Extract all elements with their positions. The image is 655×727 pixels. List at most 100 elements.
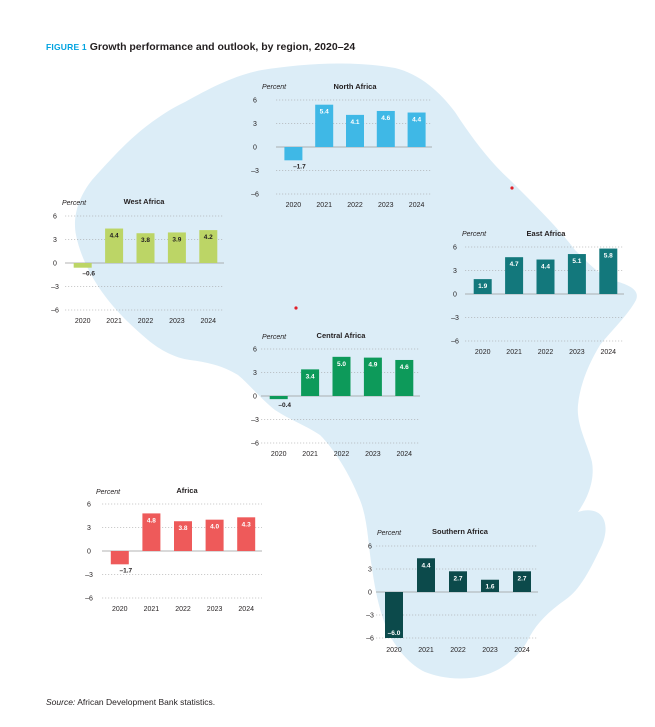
north-africa-bar-2023: [376, 110, 395, 147]
west-africa-xtick: 2021: [106, 318, 122, 325]
west-africa-bar-2024: [199, 230, 218, 263]
west-africa-xtick: 2024: [201, 318, 217, 325]
north-africa-xtick: 2024: [409, 202, 425, 209]
west-africa-xtick: 2022: [138, 318, 154, 325]
east-africa-xtick: 2021: [506, 349, 522, 356]
africa-value-label: 4.0: [210, 524, 219, 531]
north-africa-bar-2021: [315, 104, 334, 147]
africa-xtick: 2021: [144, 606, 160, 613]
central-africa-ytick: –3: [251, 417, 259, 424]
east-africa-value-label: 5.8: [604, 253, 613, 260]
central-africa-bar-2020: [269, 396, 288, 400]
north-africa-xtick: 2021: [316, 202, 332, 209]
central-africa-value-label: 4.9: [368, 362, 377, 369]
east-africa-xtick: 2020: [475, 349, 491, 356]
north-africa-bar-2020: [284, 147, 303, 161]
west-africa-value-label: 4.4: [110, 233, 119, 240]
africa-bar-2021: [142, 513, 161, 551]
africa-xtick: 2022: [175, 606, 191, 613]
west-africa-ytick: –3: [51, 284, 59, 291]
west-africa-xtick: 2023: [169, 318, 185, 325]
africa-value-label: 4.3: [242, 521, 251, 528]
east-africa-value-label: 5.1: [572, 258, 581, 265]
east-africa-bar-2024: [599, 248, 618, 294]
figure-tag: FIGURE 1: [46, 42, 87, 52]
east-africa-ylabel: Percent: [462, 231, 487, 238]
north-africa-ytick: –3: [251, 168, 259, 175]
east-africa-ytick: –3: [451, 315, 459, 322]
north-africa-bar-2022: [346, 114, 364, 147]
southern-africa-ylabel: Percent: [377, 530, 402, 537]
west-africa-value-label: 3.9: [172, 236, 181, 243]
southern-africa-xtick: 2023: [482, 647, 498, 654]
central-africa-xtick: 2021: [302, 451, 318, 458]
east-africa-ytick: 0: [453, 292, 457, 299]
central-africa-xtick: 2020: [271, 451, 287, 458]
central-africa-ytick: 0: [253, 394, 257, 401]
west-africa-ytick: –6: [51, 308, 59, 315]
north-africa-ytick: 3: [253, 121, 257, 128]
east-africa-ytick: 3: [453, 268, 457, 275]
central-africa-xtick: 2024: [397, 451, 413, 458]
north-africa-value-label: 4.1: [350, 119, 359, 126]
west-africa-value-label: –0.6: [82, 271, 95, 278]
west-africa-ytick: 3: [53, 237, 57, 244]
southern-africa-title: Southern Africa: [432, 527, 489, 536]
africa-ylabel: Percent: [96, 489, 121, 496]
north-africa-xtick: 2022: [347, 202, 363, 209]
west-africa-xtick: 2020: [75, 318, 91, 325]
north-africa-value-label: 4.6: [381, 115, 390, 122]
southern-africa-bar-2021: [417, 558, 435, 592]
east-africa-value-label: 4.7: [510, 261, 519, 268]
north-africa-value-label: 4.4: [412, 117, 421, 124]
africa-xtick: 2024: [238, 606, 254, 613]
figure-title-text: Growth performance and outlook, by regio…: [89, 41, 356, 53]
central-africa-bar-2023: [363, 357, 382, 396]
africa-value-label: 4.8: [147, 517, 156, 524]
north-africa-xtick: 2020: [286, 202, 302, 209]
central-africa-bar-2022: [332, 356, 351, 396]
southern-africa-value-label: 2.7: [453, 575, 462, 582]
southern-africa-bar-2020: [385, 592, 403, 638]
east-africa-bar-2023: [567, 254, 586, 294]
east-africa-value-label: 4.4: [541, 264, 550, 271]
west-africa-ylabel: Percent: [62, 200, 87, 207]
north-africa-ytick: –6: [251, 192, 259, 199]
west-africa-value-label: 4.2: [204, 234, 213, 241]
north-africa-ytick: 6: [253, 98, 257, 105]
southern-africa-xtick: 2022: [450, 647, 466, 654]
southern-africa-xtick: 2020: [386, 647, 402, 654]
east-africa-value-label: 1.9: [478, 283, 487, 290]
africa-ytick: 6: [87, 502, 91, 509]
central-africa-ytick: 3: [253, 370, 257, 377]
north-africa-ytick: 0: [253, 145, 257, 152]
north-africa-ylabel: Percent: [262, 84, 287, 91]
east-africa-xtick: 2023: [569, 349, 585, 356]
west-africa-value-label: 3.8: [141, 237, 150, 244]
southern-africa-bar-2023: [481, 579, 499, 592]
africa-map-shape: [74, 63, 637, 679]
central-africa-bar-2024: [395, 359, 414, 396]
africa-bar-2023: [205, 519, 224, 551]
east-africa-bar-2020: [473, 279, 492, 294]
africa-title: Africa: [176, 486, 198, 495]
west-africa-bar-2021: [105, 228, 124, 263]
east-africa-xtick: 2022: [538, 349, 554, 356]
figure-title: FIGURE 1 Growth performance and outlook,…: [46, 41, 355, 53]
west-africa-ytick: 0: [53, 261, 57, 268]
central-africa-ytick: –6: [251, 441, 259, 448]
source-text: African Development Bank statistics.: [75, 697, 216, 707]
africa-value-label: 3.8: [178, 525, 187, 532]
central-africa-xtick: 2023: [365, 451, 381, 458]
west-africa-bar-2023: [167, 232, 186, 263]
central-africa-value-label: 4.6: [400, 364, 409, 371]
southern-africa-ytick: 3: [368, 567, 372, 574]
africa-bar-2022: [174, 521, 192, 551]
southern-africa-xtick: 2024: [514, 647, 530, 654]
africa-value-label: –1.7: [119, 567, 132, 574]
east-africa-ytick: –6: [451, 339, 459, 346]
africa-xtick: 2020: [112, 606, 128, 613]
southern-africa-xtick: 2021: [418, 647, 434, 654]
southern-africa-bar-2024: [513, 571, 531, 592]
